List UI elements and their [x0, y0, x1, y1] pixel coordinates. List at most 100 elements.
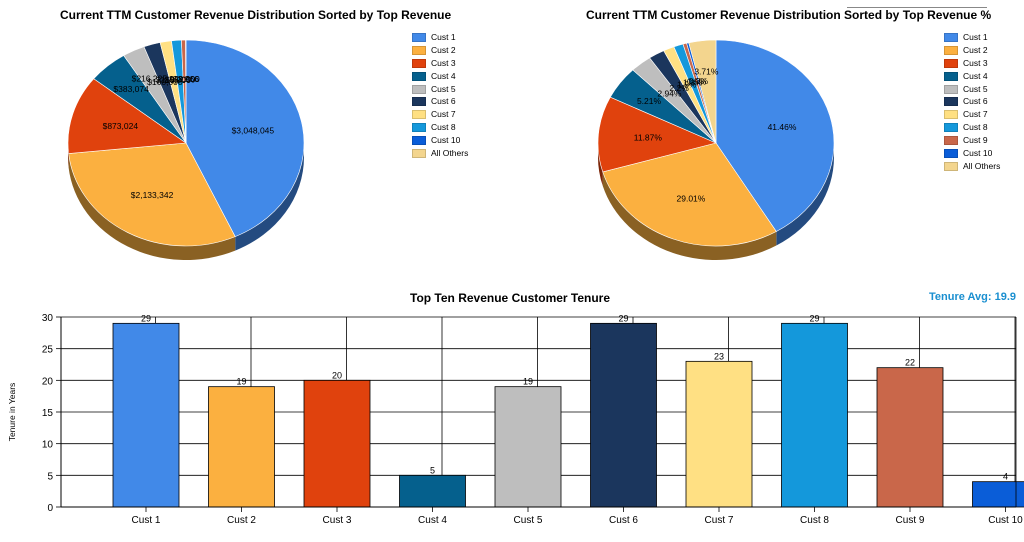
pie1-legend-item-cust-6[interactable]: Cust 6 [412, 95, 468, 108]
bar-cust-1[interactable] [112, 322, 180, 508]
pie2-legend-item-cust-6[interactable]: Cust 6 [944, 95, 1000, 108]
pie2-legend-item-cust-3[interactable]: Cust 3 [944, 57, 1000, 70]
pie1-legend-item-cust-1[interactable]: Cust 1 [412, 31, 468, 44]
pie2-data-label-cust-10: 0.3% [689, 76, 709, 86]
pie2-legend-item-cust-4[interactable]: Cust 4 [944, 70, 1000, 83]
pie2-data-label-cust-5: 2.94% [657, 89, 682, 99]
x-tick-label-cust-1: Cust 1 [132, 515, 161, 526]
pie2-legend-swatch [944, 148, 958, 158]
pie2-legend-item-cust-7[interactable]: Cust 7 [944, 108, 1000, 121]
pie1-legend-item-cust-8[interactable]: Cust 8 [412, 121, 468, 134]
pie1-side-cust-1 [235, 143, 304, 251]
pie2-slice-cust-1[interactable] [715, 39, 835, 232]
pie1-slice-cust-2[interactable] [68, 142, 236, 247]
pie2-legend-swatch [944, 136, 958, 146]
bar-cust-9[interactable] [876, 367, 944, 508]
pie1-legend-item-cust-3[interactable]: Cust 3 [412, 57, 468, 70]
y-axis-label: Tenure in Years [7, 383, 17, 442]
pie1-legend: Cust 1 Cust 2 Cust 3 Cust 4 Cust 5 Cust 6 Cust… [412, 31, 468, 160]
pie1-legend-swatch [412, 58, 426, 68]
y-tick-label: 30 [42, 313, 54, 324]
bar-cust-5[interactable] [494, 386, 562, 508]
pie1-data-label-cust-4: $383,074 [113, 84, 149, 94]
pie2-data-label-cust-3: 11.87% [634, 133, 663, 143]
pie2-legend-label: Cust 10 [963, 148, 993, 159]
x-tick-label-cust-2: Cust 2 [227, 515, 256, 526]
pie2-data-label-cust-6: 2.2% [669, 83, 689, 93]
y-tick-label: 5 [47, 471, 53, 482]
bar-cust-4[interactable] [399, 474, 466, 508]
pie1-data-label-cust-1: $3,048,045 [232, 125, 275, 135]
pie2-legend-item-cust-1[interactable]: Cust 1 [944, 31, 1000, 44]
pie1-legend-swatch [412, 32, 426, 42]
x-tick-label-cust-6: Cust 6 [609, 515, 638, 526]
title-underline [847, 7, 987, 8]
pie1-data-label-cust-8: $95,000 [165, 74, 196, 84]
y-tick-label: 0 [47, 503, 53, 514]
pie2-slice-all-others[interactable] [688, 39, 717, 144]
pie2-legend-item-cust-2[interactable]: Cust 2 [944, 44, 1000, 57]
pie1-title: Current TTM Customer Revenue Distributio… [60, 8, 452, 22]
pie2-legend-label: Cust 3 [963, 57, 988, 68]
pie2-slice-cust-3[interactable] [597, 96, 717, 173]
pie2-data-label-cust-2: 29.01% [677, 194, 706, 204]
pie2-legend-swatch [944, 161, 958, 171]
pie1-legend-swatch [412, 136, 426, 146]
pie2-legend-swatch [944, 32, 958, 42]
pie2-legend-label: Cust 7 [963, 109, 988, 120]
pie2-legend-item-all-others[interactable]: All Others [944, 160, 1000, 173]
pie1-legend-item-cust-7[interactable]: Cust 7 [412, 108, 468, 121]
pie1-legend-label: Cust 6 [431, 96, 456, 107]
pie1-legend-item-cust-10[interactable]: Cust 10 [412, 134, 468, 147]
pie1-data-label-cust-3: $873,024 [103, 121, 139, 131]
pie1-slice-cust-3[interactable] [67, 78, 187, 154]
pie2-title: Current TTM Customer Revenue Distributio… [586, 8, 992, 22]
pie2-chart: 41.46% 29.01% 11.87% 5.21%2.94%2.2%1.5%1.3%… [597, 39, 835, 260]
pie2-legend-swatch [944, 84, 958, 94]
pie2-data-label-cust-8: 1.3% [683, 77, 703, 87]
bar-value-label-cust-8: 29 [809, 313, 819, 323]
bar-value-label-cust-10: 4 [1003, 472, 1008, 482]
pie2-data-label-all-others: 3.71% [694, 66, 719, 76]
pie2-legend-label: Cust 4 [963, 70, 988, 81]
y-tick-label: 25 [42, 345, 54, 356]
pie1-legend-swatch [412, 45, 426, 55]
bar-title: Top Ten Revenue Customer Tenure [410, 291, 611, 305]
pie1-legend-item-all-others[interactable]: All Others [412, 147, 468, 160]
pie1-legend-item-cust-5[interactable]: Cust 5 [412, 83, 468, 96]
pie1-legend-item-cust-2[interactable]: Cust 2 [412, 44, 468, 57]
pie2-legend-label: Cust 2 [963, 44, 988, 55]
pie2-side-cust-2 [602, 171, 777, 260]
bar-cust-6[interactable] [590, 322, 657, 508]
pie2-slice-cust-2[interactable] [602, 142, 777, 247]
pie1-legend-swatch [412, 110, 426, 120]
pie2-legend-label: All Others [963, 160, 1001, 171]
pie2-legend-item-cust-5[interactable]: Cust 5 [944, 83, 1000, 96]
bar-cust-3[interactable] [303, 379, 371, 508]
bar-cust-8[interactable] [781, 322, 848, 508]
pie2-legend-item-cust-8[interactable]: Cust 8 [944, 121, 1000, 134]
pie2-legend-label: Cust 1 [963, 32, 988, 42]
bar-value-label-cust-7: 23 [714, 351, 724, 361]
pie2-legend-swatch [944, 123, 958, 133]
pie1-legend-label: Cust 7 [431, 109, 456, 120]
pie2-legend-item-cust-10[interactable]: Cust 10 [944, 147, 1000, 160]
x-tick-label-cust-7: Cust 7 [705, 515, 734, 526]
pie1-legend-item-cust-4[interactable]: Cust 4 [412, 70, 468, 83]
pie2-legend-label: Cust 9 [963, 135, 988, 146]
x-tick-label-cust-5: Cust 5 [514, 515, 543, 526]
pie1-legend-label: Cust 4 [431, 70, 456, 81]
bar-cust-7[interactable] [685, 360, 753, 508]
pie1-legend-label: Cust 10 [431, 135, 461, 146]
bar-cust-2[interactable] [208, 386, 275, 508]
pie2-legend: Cust 1 Cust 2 Cust 3 Cust 4 Cust 5 Cust 6 Cust… [944, 31, 1000, 173]
pie1-data-label-cust-5: $216,225 [132, 73, 168, 83]
pie2-legend-label: Cust 5 [963, 83, 988, 94]
pie1-legend-swatch [412, 123, 426, 133]
pie1-legend-label: Cust 3 [431, 57, 456, 68]
pie2-data-label-cust-1: 41.46% [768, 122, 797, 132]
pie2-legend-item-cust-9[interactable]: Cust 9 [944, 134, 1000, 147]
x-tick-label-cust-4: Cust 4 [418, 515, 447, 526]
pie1-slice-cust-1[interactable] [185, 39, 305, 238]
bar-value-label-cust-5: 19 [523, 377, 533, 387]
